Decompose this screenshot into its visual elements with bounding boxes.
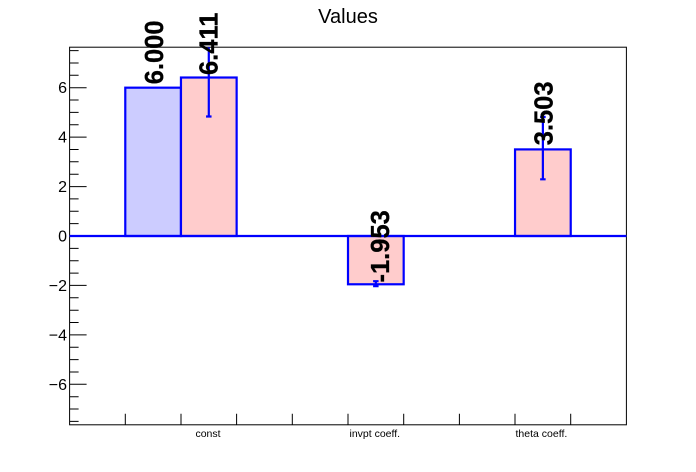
svg-text:invpt coeff.: invpt coeff. [350,428,401,440]
svg-text:4: 4 [58,130,67,147]
svg-text:−4: −4 [49,327,67,344]
svg-text:6.411: 6.411 [196,13,224,75]
svg-text:Values: Values [318,6,378,28]
svg-text:−2: −2 [49,278,67,295]
svg-text:6.000: 6.000 [141,20,169,84]
svg-text:2: 2 [58,179,67,196]
svg-text:theta coeff.: theta coeff. [516,428,568,440]
svg-text:−6: −6 [49,377,67,394]
svg-text:3.503: 3.503 [530,81,558,145]
svg-text:6: 6 [58,80,67,97]
svg-text:-1.953: -1.953 [367,210,395,282]
svg-text:0: 0 [58,229,67,246]
svg-text:const: const [195,428,220,440]
